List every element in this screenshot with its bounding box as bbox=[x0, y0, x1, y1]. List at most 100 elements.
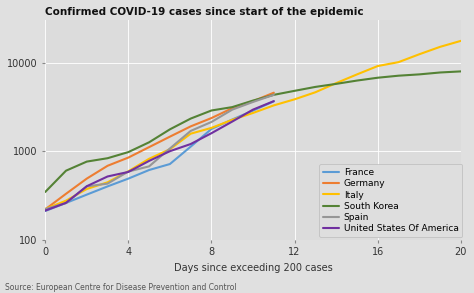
France bbox=[105, 185, 110, 188]
United States Of America bbox=[105, 175, 110, 178]
X-axis label: Days since exceeding 200 cases: Days since exceeding 200 cases bbox=[173, 263, 332, 273]
South Korea bbox=[250, 99, 256, 102]
South Korea bbox=[63, 169, 69, 173]
Italy bbox=[209, 126, 214, 130]
South Korea bbox=[105, 156, 110, 160]
Germany bbox=[146, 145, 152, 149]
Line: South Korea: South Korea bbox=[45, 71, 461, 192]
France bbox=[209, 127, 214, 131]
United States Of America bbox=[250, 108, 256, 111]
Germany bbox=[105, 164, 110, 168]
Germany bbox=[42, 208, 48, 211]
Spain bbox=[271, 93, 277, 97]
Italy bbox=[292, 98, 298, 101]
South Korea bbox=[354, 79, 360, 82]
Text: Confirmed COVID-19 cases since start of the epidemic: Confirmed COVID-19 cases since start of … bbox=[45, 7, 364, 17]
Italy bbox=[333, 81, 339, 85]
Line: Italy: Italy bbox=[45, 41, 461, 209]
Italy bbox=[84, 187, 90, 191]
South Korea bbox=[312, 85, 318, 89]
Italy bbox=[146, 157, 152, 161]
Italy bbox=[417, 52, 422, 56]
Italy bbox=[396, 60, 401, 64]
Italy bbox=[312, 91, 318, 94]
France bbox=[250, 109, 256, 112]
Germany bbox=[250, 99, 256, 103]
United States Of America bbox=[126, 170, 131, 174]
South Korea bbox=[333, 82, 339, 86]
South Korea bbox=[292, 89, 298, 93]
Germany bbox=[63, 192, 69, 195]
France bbox=[188, 145, 193, 148]
Spain bbox=[250, 100, 256, 104]
United States Of America bbox=[188, 142, 193, 146]
South Korea bbox=[437, 71, 443, 74]
Italy bbox=[375, 64, 381, 68]
United States Of America bbox=[167, 149, 173, 153]
France bbox=[63, 201, 69, 205]
Italy bbox=[105, 180, 110, 184]
France bbox=[167, 162, 173, 166]
Spain bbox=[188, 129, 193, 133]
France bbox=[126, 177, 131, 180]
France bbox=[42, 209, 48, 213]
Legend: France, Germany, Italy, South Korea, Spain, United States Of America: France, Germany, Italy, South Korea, Spa… bbox=[319, 164, 462, 237]
Spain bbox=[84, 185, 90, 188]
Italy bbox=[126, 170, 131, 173]
Germany bbox=[229, 106, 235, 110]
Italy bbox=[167, 147, 173, 151]
United States Of America bbox=[42, 209, 48, 212]
Germany bbox=[188, 125, 193, 128]
United States Of America bbox=[146, 159, 152, 163]
South Korea bbox=[209, 109, 214, 112]
Spain bbox=[209, 120, 214, 124]
Spain bbox=[42, 207, 48, 211]
South Korea bbox=[188, 117, 193, 120]
United States Of America bbox=[84, 185, 90, 188]
Italy bbox=[63, 199, 69, 202]
United States Of America bbox=[209, 132, 214, 135]
Italy bbox=[42, 207, 48, 211]
Germany bbox=[271, 91, 277, 94]
Germany bbox=[126, 156, 131, 159]
South Korea bbox=[42, 190, 48, 194]
Spain bbox=[63, 201, 69, 205]
South Korea bbox=[271, 93, 277, 97]
Italy bbox=[458, 39, 464, 42]
Italy bbox=[437, 45, 443, 49]
South Korea bbox=[396, 74, 401, 77]
Italy bbox=[188, 132, 193, 135]
South Korea bbox=[458, 70, 464, 73]
France bbox=[84, 193, 90, 196]
South Korea bbox=[126, 150, 131, 154]
Germany bbox=[84, 177, 90, 180]
Spain bbox=[229, 108, 235, 111]
South Korea bbox=[375, 76, 381, 79]
Spain bbox=[167, 147, 173, 150]
United States Of America bbox=[229, 120, 235, 123]
Italy bbox=[271, 104, 277, 107]
United States Of America bbox=[271, 99, 277, 103]
Italy bbox=[354, 73, 360, 76]
Germany bbox=[209, 116, 214, 120]
Spain bbox=[126, 170, 131, 173]
France bbox=[146, 168, 152, 172]
South Korea bbox=[167, 127, 173, 131]
France bbox=[229, 118, 235, 121]
Line: France: France bbox=[45, 101, 274, 211]
Italy bbox=[229, 118, 235, 122]
South Korea bbox=[229, 105, 235, 109]
Italy bbox=[250, 111, 256, 115]
Spain bbox=[146, 165, 152, 168]
United States Of America bbox=[63, 201, 69, 205]
Line: Spain: Spain bbox=[45, 95, 274, 209]
Germany bbox=[167, 135, 173, 138]
Text: Source: European Centre for Disease Prevention and Control: Source: European Centre for Disease Prev… bbox=[5, 282, 237, 292]
Line: United States Of America: United States Of America bbox=[45, 101, 274, 211]
South Korea bbox=[84, 160, 90, 163]
Line: Germany: Germany bbox=[45, 93, 274, 209]
South Korea bbox=[417, 73, 422, 76]
Spain bbox=[105, 182, 110, 185]
South Korea bbox=[146, 141, 152, 144]
France bbox=[271, 100, 277, 103]
